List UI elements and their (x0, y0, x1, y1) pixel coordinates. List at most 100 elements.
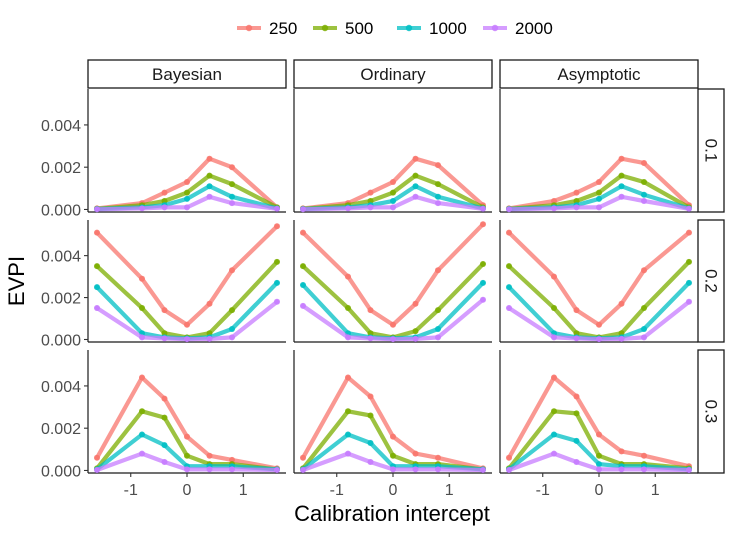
data-point (300, 206, 306, 213)
data-point (551, 450, 557, 457)
data-point (551, 205, 557, 212)
data-point (345, 334, 351, 341)
data-point (94, 284, 100, 291)
data-point (94, 229, 100, 236)
data-point (435, 466, 441, 473)
panel-asymptotic-0.1 (499, 89, 698, 213)
data-point (206, 335, 213, 342)
x-tick-label: 1 (239, 482, 248, 499)
data-point (551, 334, 557, 341)
data-point (206, 452, 213, 459)
data-point (390, 336, 396, 343)
data-point (686, 279, 692, 286)
data-point (506, 305, 512, 311)
data-point (345, 305, 351, 311)
data-point (506, 454, 512, 461)
data-point (641, 191, 647, 198)
legend-label: 2000 (515, 19, 553, 38)
data-point (300, 282, 306, 288)
data-point (573, 307, 580, 314)
data-point (184, 195, 190, 202)
panels (88, 89, 698, 474)
row-strip-box (697, 349, 725, 474)
y-tick-label: 0.000 (41, 202, 81, 219)
x-axis-title: Calibration intercept (294, 501, 490, 526)
strip-box (293, 59, 493, 89)
series-2000 (300, 450, 486, 473)
data-point (184, 336, 190, 343)
column-strips: Bayesian Ordinary Asymptotic (87, 59, 699, 89)
data-point (206, 193, 213, 200)
data-point (206, 466, 213, 473)
data-point (480, 279, 486, 286)
data-point (274, 205, 280, 212)
data-point (390, 179, 396, 185)
data-point (206, 300, 213, 307)
data-point (206, 155, 213, 162)
data-point (94, 305, 100, 311)
data-point (206, 172, 213, 179)
x-axis-bayesian: -1 0 1 (124, 473, 248, 499)
data-point (161, 414, 168, 421)
data-point (229, 181, 235, 188)
data-point (551, 198, 557, 204)
panel-ordinary-0.3 (293, 350, 492, 474)
legend-item-500: 500 (313, 19, 373, 38)
panel-bayesian-0.3 (88, 374, 286, 474)
series-2000 (506, 193, 692, 213)
data-point (184, 204, 190, 211)
x-tick-label: 1 (445, 482, 454, 499)
row-strip-box (697, 88, 725, 213)
x-tick-label: 0 (389, 482, 398, 499)
data-point (480, 205, 486, 212)
data-point (686, 258, 692, 265)
x-axis-ordinary: -1 0 1 (330, 473, 454, 499)
data-point (229, 193, 235, 200)
legend-label: 250 (269, 19, 297, 38)
data-point (184, 466, 190, 473)
y-axis-title: EVPI (4, 256, 29, 306)
data-point (412, 450, 419, 457)
strip-label: Ordinary (360, 65, 426, 84)
panel-asymptotic-0.3 (499, 350, 698, 474)
data-point (412, 335, 419, 342)
strip-asymptotic: Asymptotic (499, 59, 699, 89)
data-point (345, 450, 351, 457)
y-axis-row-0.2: 0.000 0.002 0.004 (41, 220, 89, 349)
data-point (573, 459, 580, 465)
y-axis-row-0.1: 0.000 0.002 0.004 (41, 89, 89, 219)
data-point (390, 433, 396, 440)
data-point (139, 431, 145, 438)
panel-ordinary-0.2 (293, 220, 492, 343)
data-point (367, 189, 374, 196)
legend-key-point (245, 24, 253, 32)
y-tick-label: 0.002 (41, 291, 81, 308)
strip-label: Asymptotic (557, 65, 641, 84)
data-point (506, 467, 512, 473)
strip-bayesian: Bayesian (87, 59, 287, 89)
data-point (551, 273, 557, 280)
data-point (139, 305, 145, 311)
row-strip-label: 0.3 (702, 400, 721, 424)
data-point (618, 155, 625, 162)
data-point (161, 330, 168, 337)
data-point (412, 300, 419, 307)
data-point (596, 189, 602, 196)
x-tick-label: -1 (536, 482, 550, 499)
data-point (229, 267, 235, 274)
data-point (551, 408, 557, 415)
y-tick-label: 0.000 (41, 463, 81, 480)
data-point (139, 334, 145, 341)
y-tick-label: 0.002 (41, 160, 81, 177)
panel-asymptotic-0.2 (499, 220, 698, 343)
y-axes: 0.000 0.002 0.004 0.000 0.002 0.004 0.000 0.002… (41, 89, 89, 480)
data-point (412, 193, 419, 200)
data-point (596, 461, 602, 468)
panel-bayesian-0.1 (88, 155, 286, 213)
data-point (367, 393, 374, 400)
data-point (274, 467, 280, 473)
legend-key-point (321, 24, 329, 32)
data-point (139, 205, 145, 212)
data-point (300, 302, 306, 309)
legend-item-2000: 2000 (483, 19, 553, 38)
